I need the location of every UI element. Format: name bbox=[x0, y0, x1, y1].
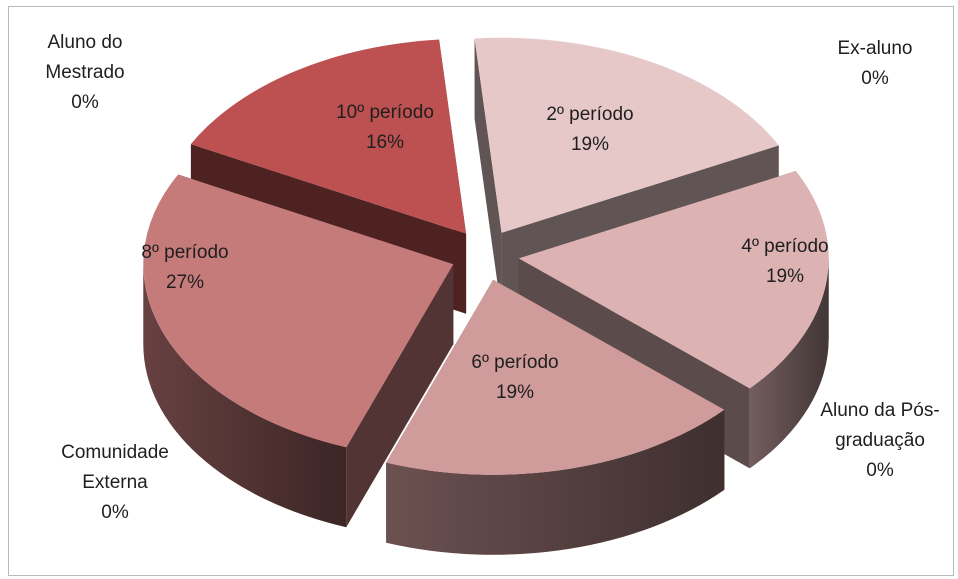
label-ex-aluno: Ex-aluno 0% bbox=[837, 38, 913, 89]
pie-slice bbox=[386, 279, 725, 475]
pie-slice bbox=[190, 39, 467, 234]
label-aluno-do-mestrado: Aluno do Mestrado 0% bbox=[45, 32, 125, 113]
label-comunidade-externa: Comunidade Externa 0% bbox=[61, 442, 169, 523]
slice-wall-shading bbox=[386, 409, 725, 555]
slice-side-face bbox=[474, 38, 502, 313]
pie-slice bbox=[518, 171, 829, 389]
slice-wall-shading bbox=[749, 258, 829, 469]
slice-label-2-periodo: 2º período 19% bbox=[546, 104, 634, 155]
slice-label-4-periodo: 4º período 19% bbox=[741, 236, 829, 287]
label-aluno-da-pos-graduacao: Aluno da Pós-graduação 0% bbox=[820, 400, 940, 481]
pie-slice bbox=[143, 174, 454, 448]
pie-slice bbox=[474, 37, 779, 233]
slice-label-6-periodo: 6º período 19% bbox=[471, 352, 559, 403]
slice-wall-shading bbox=[143, 264, 347, 528]
slice-label-8-periodo: 8º período 27% bbox=[141, 242, 229, 293]
slice-label-10-periodo: 10º período 16% bbox=[336, 102, 434, 153]
